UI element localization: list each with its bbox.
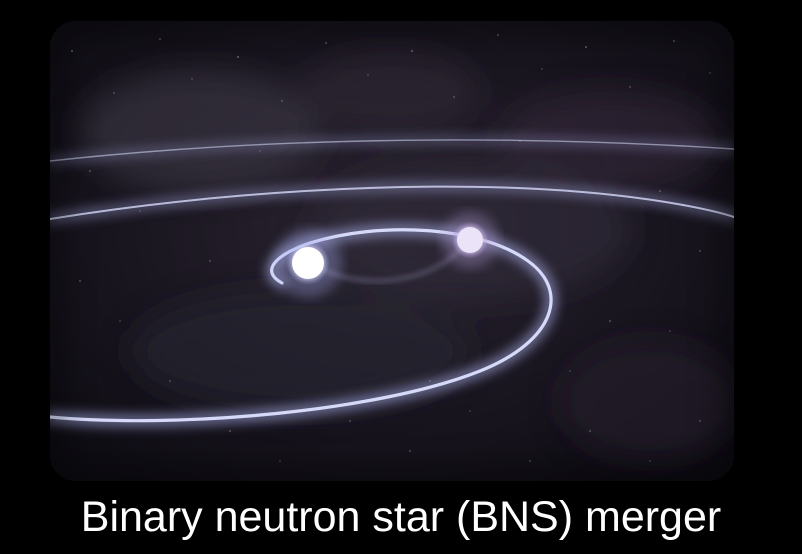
neutron-star-merger-image <box>50 21 734 481</box>
neutron-star-icon <box>442 212 498 268</box>
neutron-star-icon <box>274 229 342 297</box>
nebula-haze <box>80 51 734 461</box>
caption-title: Binary neutron star (BNS) merger <box>80 493 722 541</box>
merger-illustration <box>50 21 734 481</box>
star-field <box>71 34 711 462</box>
